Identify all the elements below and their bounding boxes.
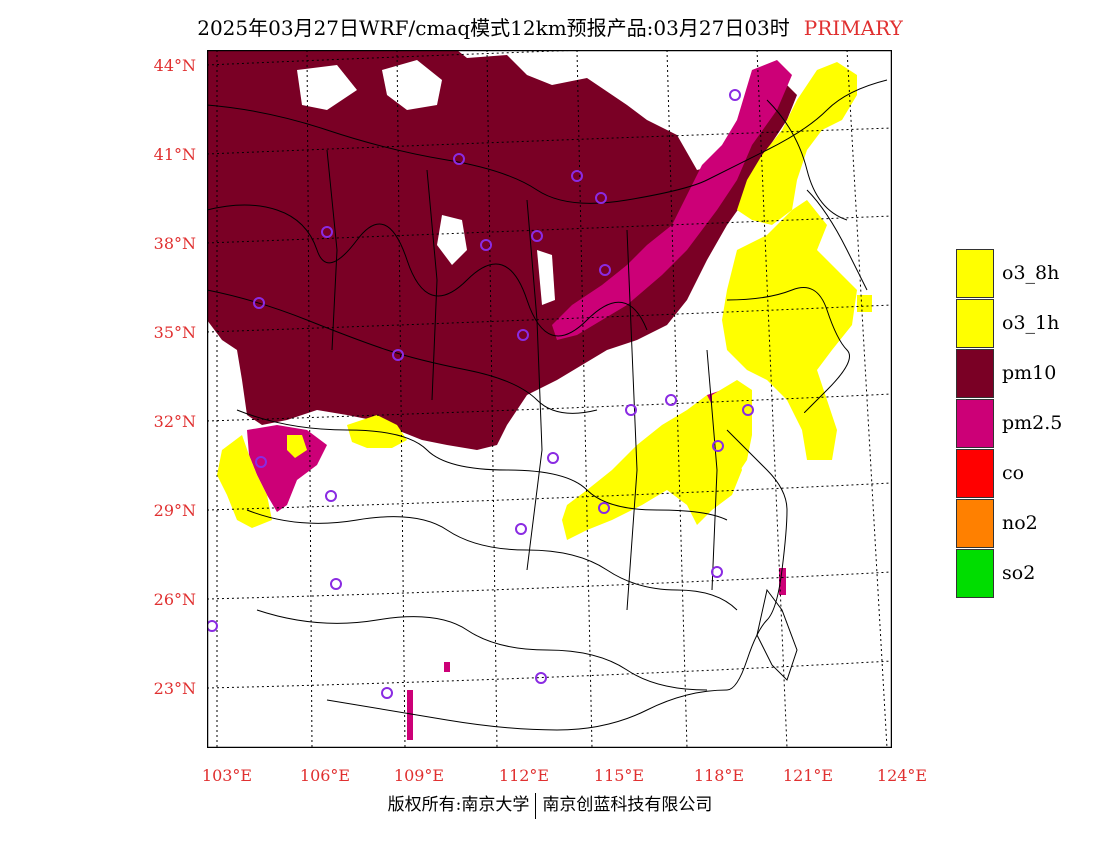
legend-item-o3-1h: o3_1h [956, 299, 1096, 349]
lon-label-106: 106°E [299, 766, 351, 785]
lon-label-121: 121°E [782, 766, 834, 785]
lon-label-112: 112°E [498, 766, 550, 785]
pm25-region-south [247, 425, 327, 512]
graticule [207, 50, 892, 748]
o3-region-northeast [737, 62, 857, 225]
pm25-region-north [552, 60, 792, 340]
legend-label: pm2.5 [1002, 412, 1063, 434]
station-marker [625, 404, 637, 416]
station-marker [325, 490, 337, 502]
footer-right: 南京创蓝科技有限公司 [542, 795, 713, 815]
lat-label-32: 32°N [153, 412, 196, 431]
lat-label-41: 41°N [153, 145, 196, 164]
station-marker [598, 502, 610, 514]
legend-item-pm10: pm10 [956, 349, 1096, 399]
map-border [207, 50, 892, 748]
station-marker [381, 687, 393, 699]
legend-swatch [956, 299, 994, 348]
lat-label-29: 29°N [153, 501, 196, 520]
o3-region-inner [287, 435, 307, 458]
station-marker [742, 404, 754, 416]
o3-region-southwest [217, 435, 272, 528]
legend-item-o3-8h: o3_8h [956, 249, 1096, 299]
footer-separator [535, 792, 537, 819]
lat-label-26: 26°N [153, 590, 196, 609]
legend-item-pm25: pm2.5 [956, 399, 1096, 449]
copyright-footer: 版权所有:南京大学 南京创蓝科技有限公司 [0, 790, 1100, 819]
legend-swatch [956, 399, 994, 448]
station-marker [665, 394, 677, 406]
station-markers [207, 89, 754, 699]
lon-label-118: 118°E [693, 766, 745, 785]
pm10-gap-center [437, 215, 467, 265]
lat-label-23: 23°N [153, 679, 196, 698]
map-panel [207, 50, 892, 748]
legend-swatch [956, 449, 994, 498]
lon-label-115: 115°E [593, 766, 645, 785]
pm10-gap-top [382, 60, 442, 110]
o3-region-east [722, 200, 857, 460]
station-marker [255, 456, 267, 468]
lon-label-124: 124°E [876, 766, 928, 785]
pm25-spot-small [444, 662, 450, 672]
lat-label-44: 44°N [153, 56, 196, 75]
pm25-spot-coast [779, 568, 786, 595]
pm25-spot-south [407, 690, 413, 740]
lon-label-109: 109°E [393, 766, 445, 785]
legend-label: so2 [1002, 562, 1036, 584]
station-marker [517, 329, 529, 341]
station-marker [535, 672, 547, 684]
legend: o3_8h o3_1h pm10 pm2.5 co no2 so2 [956, 249, 1096, 599]
lon-label-103: 103°E [201, 766, 253, 785]
o3-spot-edge [857, 295, 872, 312]
boundaries [207, 79, 888, 731]
station-marker [531, 230, 543, 242]
station-marker [547, 452, 559, 464]
station-marker [712, 440, 724, 452]
legend-label: co [1002, 462, 1025, 484]
pm10-gap-east [537, 250, 555, 305]
lat-label-38: 38°N [153, 234, 196, 253]
station-marker [453, 153, 465, 165]
pm10-region [207, 50, 797, 450]
legend-swatch [956, 549, 994, 598]
station-marker [392, 349, 404, 361]
legend-label: pm10 [1002, 362, 1057, 384]
station-marker [515, 523, 527, 535]
legend-label: o3_8h [1002, 262, 1060, 284]
station-marker [571, 170, 583, 182]
legend-swatch [956, 349, 994, 398]
lat-label-35: 35°N [153, 323, 196, 342]
legend-swatch [956, 499, 994, 548]
legend-item-so2: so2 [956, 549, 1096, 599]
title-tag: PRIMARY [803, 16, 903, 40]
station-marker [599, 264, 611, 276]
legend-item-no2: no2 [956, 499, 1096, 549]
station-marker [207, 620, 218, 632]
legend-label: no2 [1002, 512, 1038, 534]
station-marker [729, 89, 741, 101]
map-title: 2025年03月27日WRF/cmaq模式12km预报产品:03月27日03时 P… [0, 12, 1100, 41]
pm10-gap-north [297, 65, 357, 110]
legend-swatch [956, 249, 994, 298]
legend-label: o3_1h [1002, 312, 1060, 334]
station-marker [253, 297, 265, 309]
station-marker [330, 578, 342, 590]
station-marker [321, 226, 333, 238]
title-main: 2025年03月27日WRF/cmaq模式12km预报产品:03月27日03时 [197, 16, 790, 40]
station-marker [480, 239, 492, 251]
legend-item-co: co [956, 449, 1096, 499]
footer-left: 版权所有:南京大学 [387, 795, 530, 815]
station-marker [711, 566, 723, 578]
station-marker [595, 192, 607, 204]
pm10-gap-left [207, 340, 237, 395]
